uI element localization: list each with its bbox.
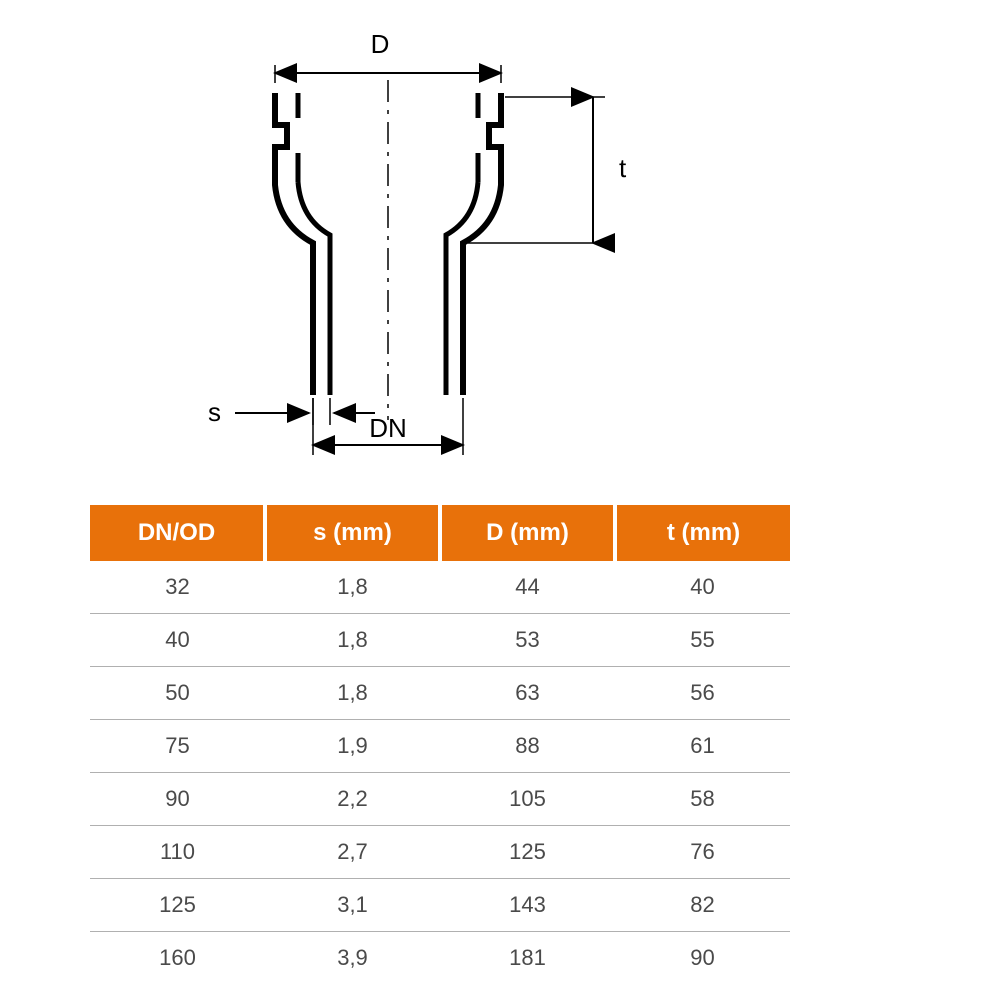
table-cell: 63 (440, 667, 615, 720)
table-row: 902,210558 (90, 773, 790, 826)
table-cell: 58 (615, 773, 790, 826)
table-cell: 61 (615, 720, 790, 773)
table-cell: 53 (440, 614, 615, 667)
table-cell: 160 (90, 932, 265, 985)
table-cell: 40 (90, 614, 265, 667)
table-cell: 3,1 (265, 879, 440, 932)
col-header: D (mm) (440, 505, 615, 561)
table-cell: 1,8 (265, 561, 440, 614)
table-row: 1102,712576 (90, 826, 790, 879)
table-cell: 3,9 (265, 932, 440, 985)
dim-label-s: s (208, 397, 221, 427)
table-row: 751,98861 (90, 720, 790, 773)
dim-label-DN: DN (369, 413, 407, 443)
col-header: t (mm) (615, 505, 790, 561)
table-row: 501,86356 (90, 667, 790, 720)
table-cell: 88 (440, 720, 615, 773)
col-header: s (mm) (265, 505, 440, 561)
table-cell: 1,8 (265, 667, 440, 720)
table-cell: 50 (90, 667, 265, 720)
pipe-section-svg: D t s DN (175, 25, 695, 465)
table-cell: 32 (90, 561, 265, 614)
table-cell: 125 (90, 879, 265, 932)
table-cell: 44 (440, 561, 615, 614)
table-cell: 75 (90, 720, 265, 773)
table-cell: 2,7 (265, 826, 440, 879)
table-cell: 1,8 (265, 614, 440, 667)
table-cell: 90 (90, 773, 265, 826)
table-cell: 56 (615, 667, 790, 720)
table-cell: 2,2 (265, 773, 440, 826)
table-row: 1603,918190 (90, 932, 790, 985)
table-cell: 105 (440, 773, 615, 826)
table-row: 1253,114382 (90, 879, 790, 932)
table-cell: 55 (615, 614, 790, 667)
table-row: 401,85355 (90, 614, 790, 667)
table-cell: 76 (615, 826, 790, 879)
table-cell: 90 (615, 932, 790, 985)
dimensions-table: DN/OD s (mm) D (mm) t (mm) 321,84440401,… (90, 505, 790, 984)
col-header: DN/OD (90, 505, 265, 561)
table-cell: 181 (440, 932, 615, 985)
table-cell: 40 (615, 561, 790, 614)
table-row: 321,84440 (90, 561, 790, 614)
table-cell: 82 (615, 879, 790, 932)
table-cell: 110 (90, 826, 265, 879)
table-cell: 143 (440, 879, 615, 932)
technical-diagram: D t s DN (175, 25, 695, 465)
dim-label-D: D (371, 29, 390, 59)
table-header-row: DN/OD s (mm) D (mm) t (mm) (90, 505, 790, 561)
table-cell: 1,9 (265, 720, 440, 773)
dim-label-t: t (619, 153, 627, 183)
table-cell: 125 (440, 826, 615, 879)
